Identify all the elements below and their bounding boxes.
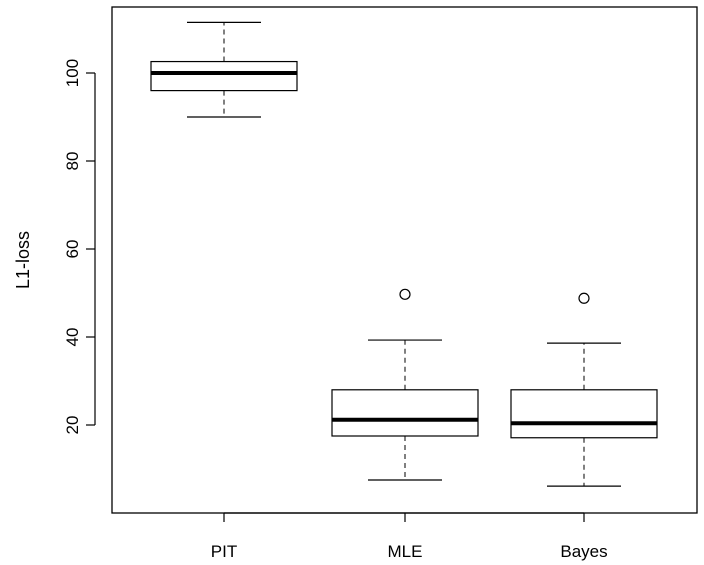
y-tick-label: 100	[63, 59, 82, 87]
y-tick-label: 40	[63, 328, 82, 347]
iqr-box	[510, 389, 658, 439]
x-tick-label: PIT	[211, 542, 237, 561]
y-tick-label: 20	[63, 416, 82, 435]
iqr-box	[331, 389, 479, 437]
x-tick-label: Bayes	[560, 542, 607, 561]
outlier-point	[578, 292, 590, 304]
y-axis: 20 40 60 80 100	[63, 59, 96, 435]
y-tick-label: 60	[63, 240, 82, 259]
y-axis-title: L1-loss	[13, 231, 33, 289]
y-tick-label: 80	[63, 152, 82, 171]
box-bayes	[510, 292, 658, 487]
outlier-point	[399, 288, 411, 300]
x-axis: PIT MLE Bayes	[211, 512, 608, 561]
box-series	[150, 21, 658, 487]
iqr-box	[150, 60, 298, 92]
box-pit	[150, 21, 298, 118]
x-tick-label: MLE	[388, 542, 423, 561]
box-mle	[331, 288, 479, 481]
